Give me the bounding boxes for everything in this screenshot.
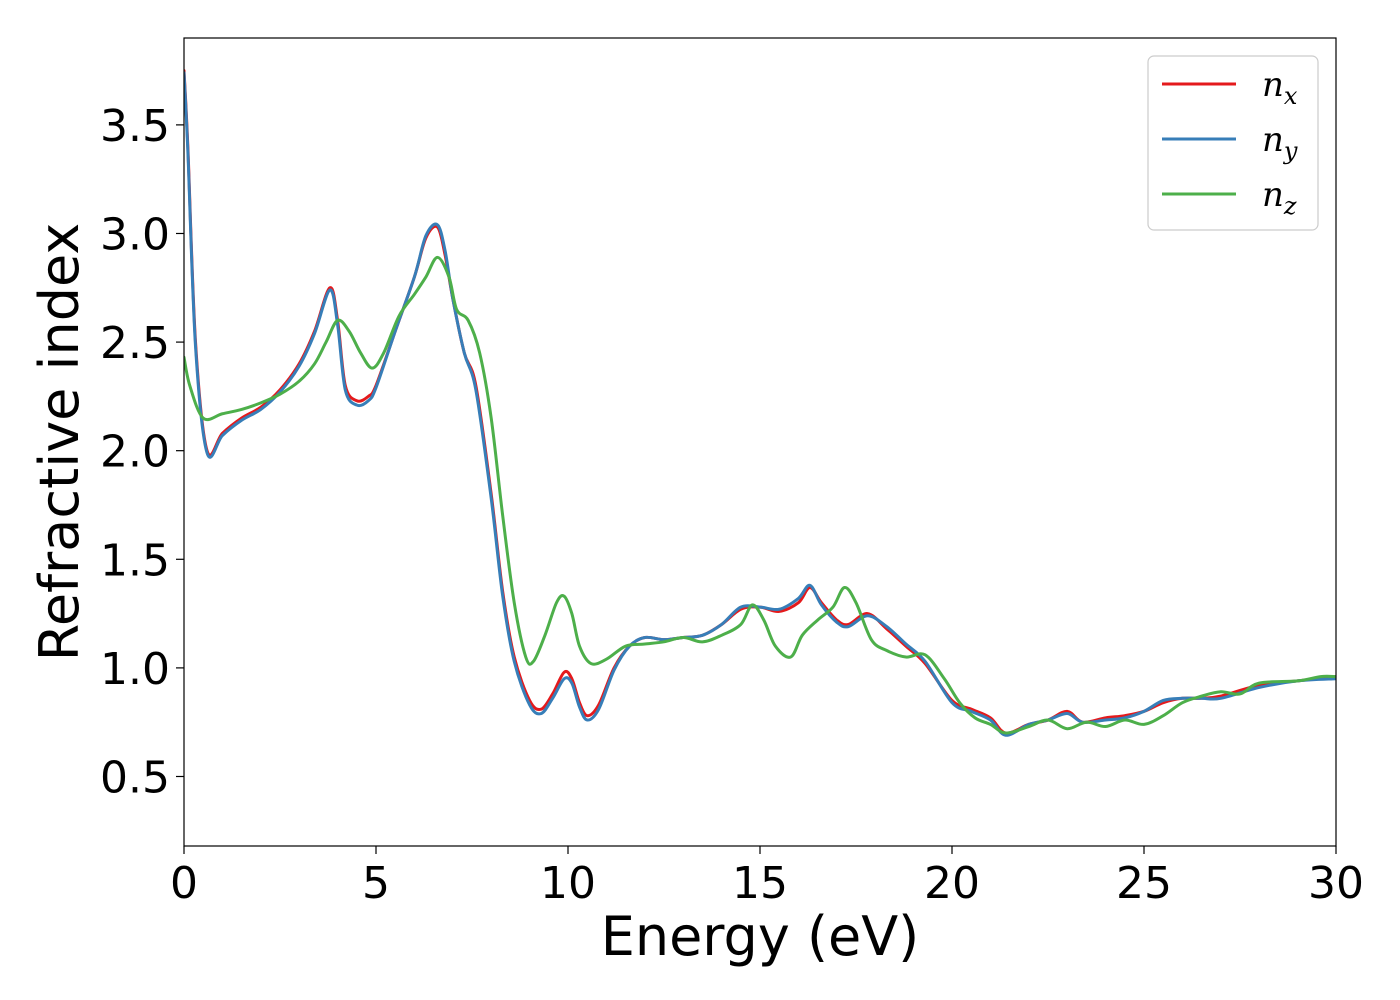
- y-tick-label: 3.5: [100, 101, 170, 152]
- legend-box: [1147, 55, 1319, 231]
- y-tick-label: 3.0: [100, 209, 170, 260]
- y-tick-label: 1.5: [100, 535, 170, 586]
- legend: nx ny nz: [1147, 55, 1319, 231]
- legend-label-nx: nx: [1262, 65, 1298, 110]
- plot-lines: [184, 69, 1336, 737]
- y-tick-label: 1.0: [100, 644, 170, 695]
- x-tick-label: 5: [362, 858, 390, 909]
- legend-label-nz: nz: [1262, 175, 1297, 220]
- y-tick-label: 2.0: [100, 427, 170, 478]
- y-tick-label: 0.5: [100, 752, 170, 803]
- legend-label-ny: ny: [1262, 120, 1298, 165]
- y-axis-ticks: 0.5 1.0 1.5 2.0 2.5 3.0 3.5: [100, 101, 184, 803]
- x-tick-label: 20: [924, 858, 980, 909]
- x-tick-label: 0: [170, 858, 198, 909]
- x-tick-label: 15: [732, 858, 788, 909]
- y-tick-label: 2.5: [100, 318, 170, 369]
- x-axis-title: Energy (eV): [601, 905, 920, 968]
- x-tick-label: 25: [1116, 858, 1172, 909]
- x-tick-label: 10: [540, 858, 596, 909]
- y-axis-title: Refractive index: [28, 223, 91, 662]
- x-tick-label: 30: [1308, 858, 1364, 909]
- series-line-nz: [184, 255, 1336, 735]
- x-axis-ticks: 0 5 10 15 20 25 30: [170, 846, 1364, 909]
